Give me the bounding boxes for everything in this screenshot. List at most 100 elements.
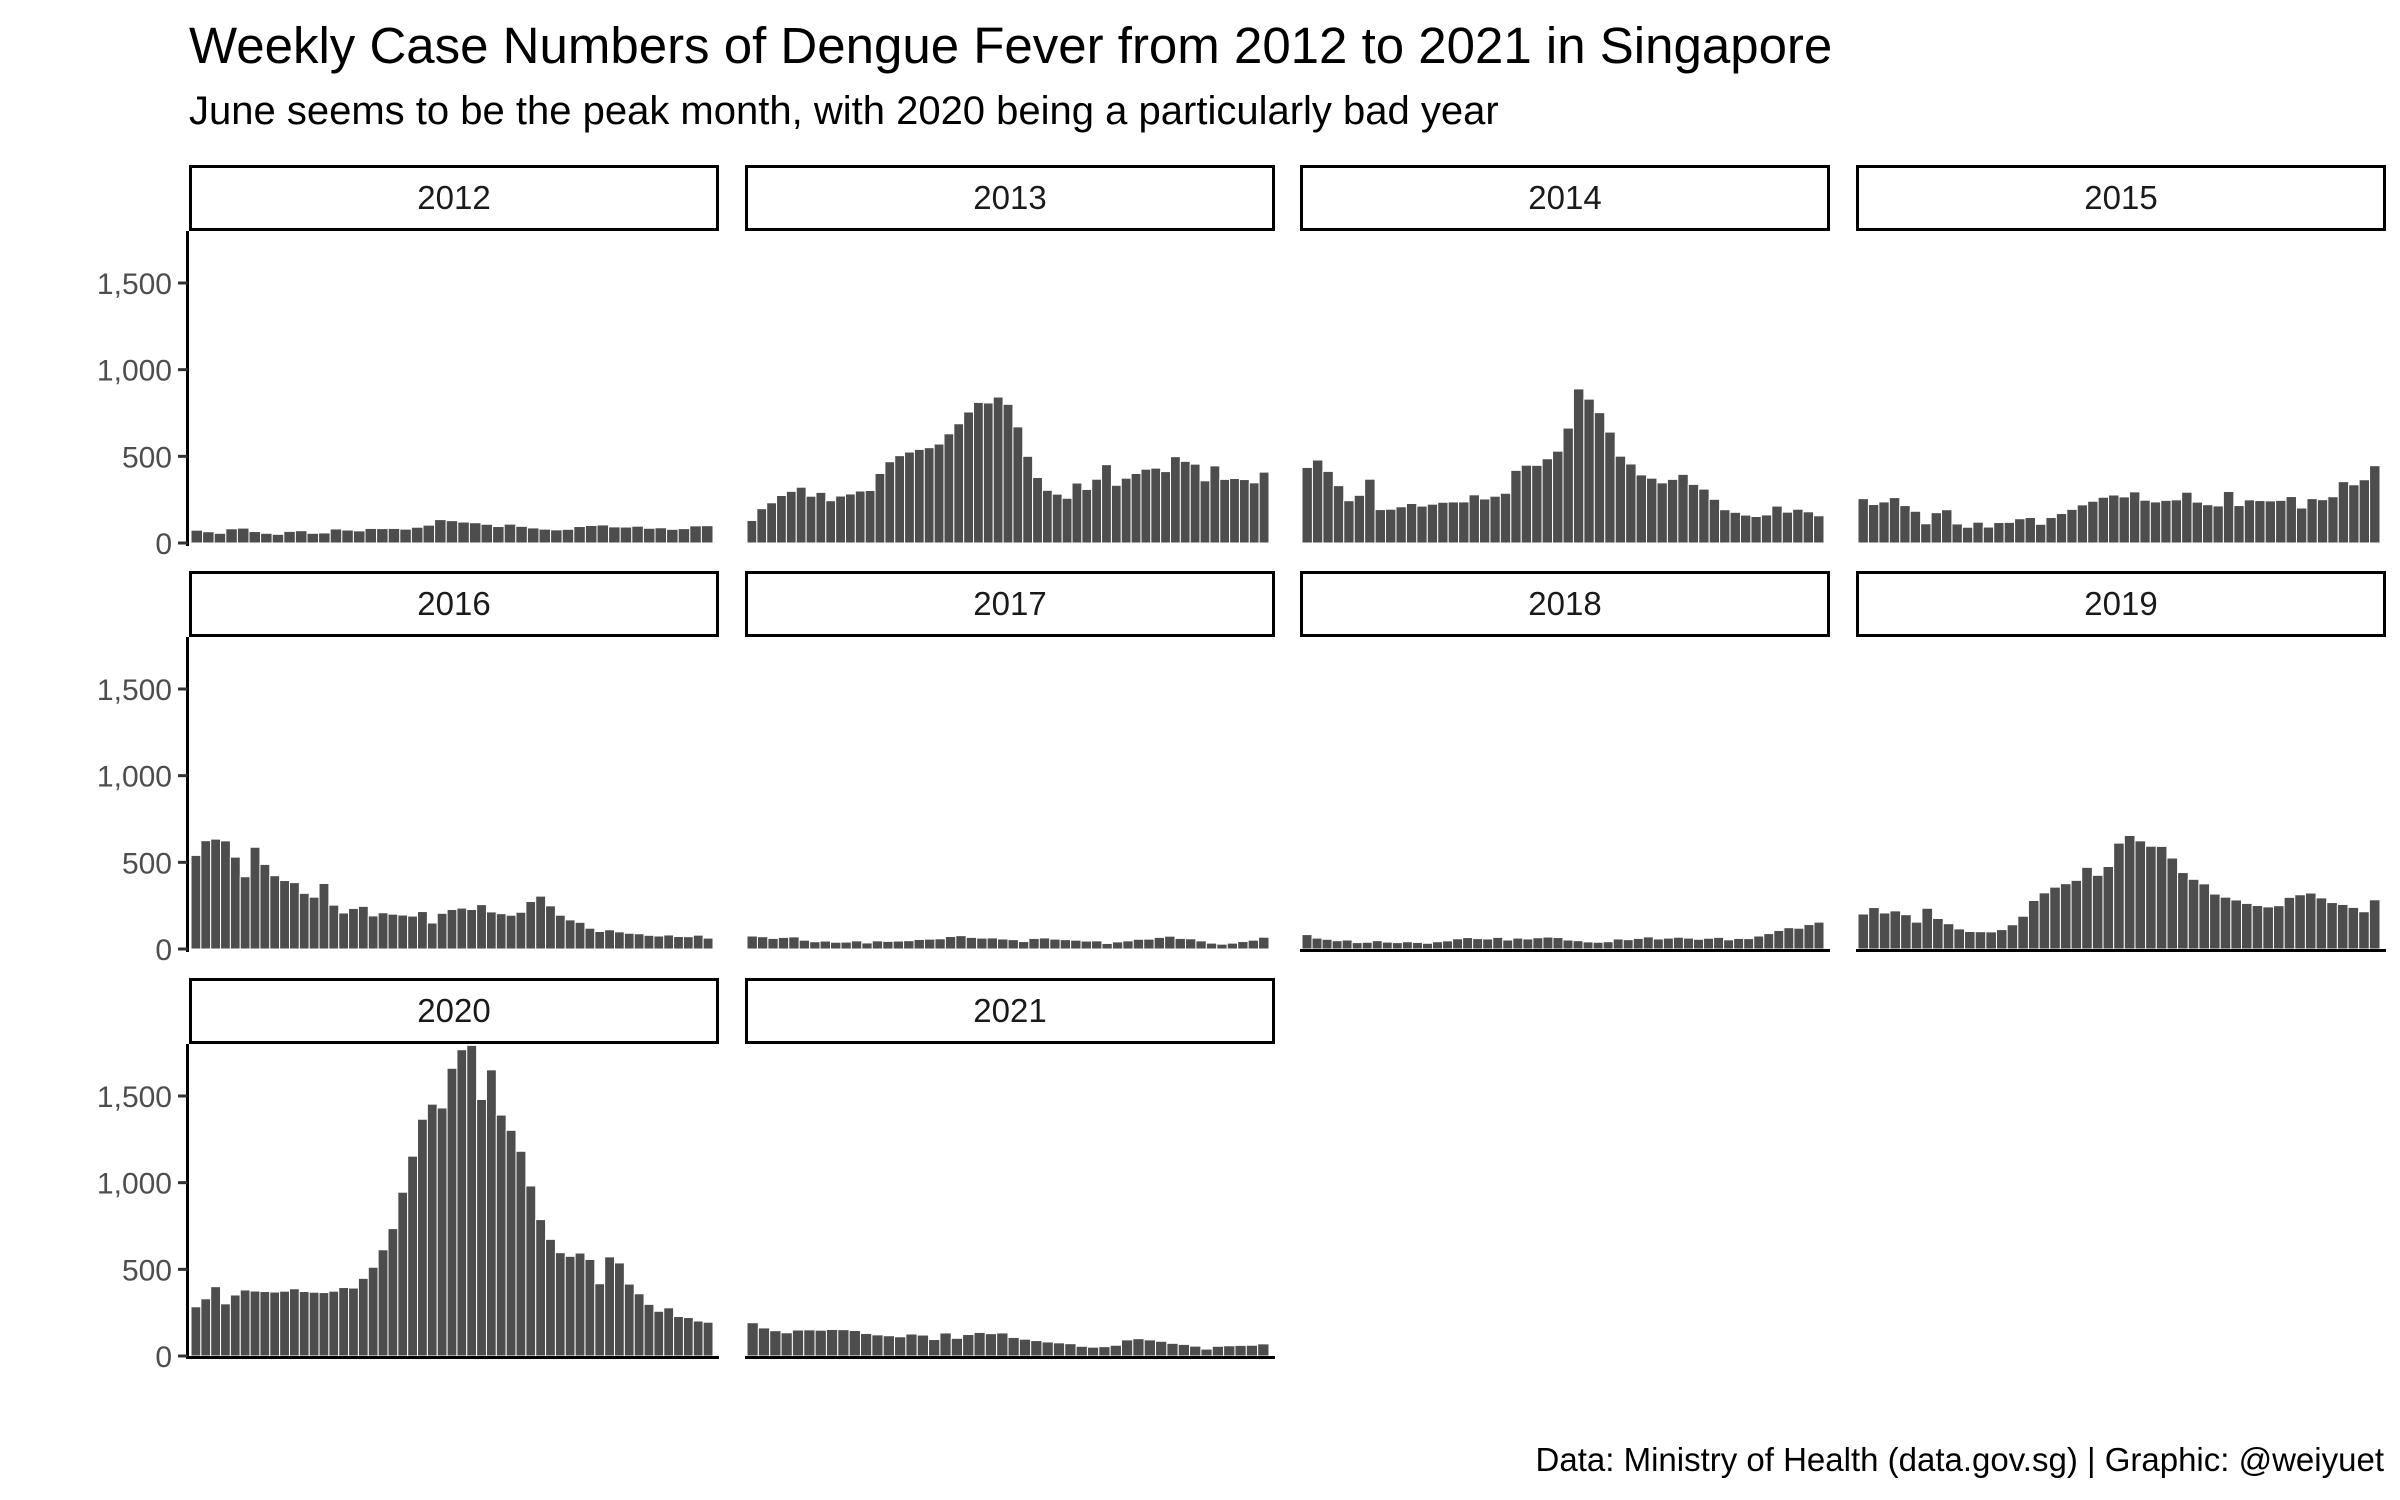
bar <box>756 936 769 950</box>
bar <box>341 529 354 544</box>
bar <box>1132 938 1145 950</box>
bar <box>1371 940 1383 950</box>
bar <box>1803 924 1815 950</box>
bar <box>1672 936 1684 950</box>
bar <box>1022 455 1034 544</box>
bar <box>1143 1339 1157 1357</box>
bar <box>1682 937 1694 950</box>
bar <box>249 846 261 950</box>
bar <box>894 455 906 544</box>
bar <box>1753 935 1765 950</box>
bar <box>318 882 330 950</box>
facet-strip-label: 2020 <box>417 992 490 1029</box>
bar <box>1075 1345 1088 1357</box>
bar <box>1773 929 1785 950</box>
bar <box>2045 517 2057 544</box>
bar <box>2177 872 2189 950</box>
bar <box>840 941 852 950</box>
bar <box>318 1292 330 1357</box>
bar <box>377 912 389 950</box>
bar <box>953 423 965 544</box>
bar <box>1622 939 1634 950</box>
facet-panel-2013: 2013 <box>745 165 1275 544</box>
y-tick-label: 1,000 <box>97 761 172 794</box>
bar <box>1364 478 1376 544</box>
bar <box>545 905 556 950</box>
bar <box>944 936 957 950</box>
bar <box>1143 938 1155 950</box>
bar <box>2326 902 2338 950</box>
bar <box>2369 465 2381 544</box>
bar <box>1703 937 1715 950</box>
bar <box>1120 477 1132 544</box>
bar <box>1120 1339 1134 1357</box>
bar <box>1229 478 1240 544</box>
bar <box>1070 939 1082 950</box>
bar <box>2275 499 2287 544</box>
bar <box>1719 509 1731 544</box>
bar <box>1593 412 1606 544</box>
bar <box>594 1283 606 1357</box>
bar <box>1219 478 1231 544</box>
bar <box>526 527 540 544</box>
bar <box>269 1291 281 1357</box>
bar <box>913 938 925 950</box>
bar <box>436 912 448 950</box>
bar <box>2254 500 2266 544</box>
facet-panel-2019: 2019 <box>1856 571 2386 952</box>
facet-strip-label: 2016 <box>417 585 490 622</box>
bar <box>1792 508 1804 544</box>
bar <box>1257 1343 1270 1357</box>
bar <box>466 1044 478 1357</box>
bar <box>1961 526 1974 544</box>
bar <box>436 1107 448 1357</box>
bar <box>1122 940 1134 950</box>
bar <box>604 929 616 950</box>
bar <box>1421 942 1433 950</box>
bar <box>692 1320 704 1357</box>
bar <box>1857 498 1869 544</box>
bar <box>1502 939 1514 950</box>
bar <box>1301 934 1313 950</box>
bar <box>663 1307 675 1357</box>
bar <box>1041 1341 1054 1357</box>
facet-panel-2014: 2014 <box>1300 165 1830 544</box>
bar <box>1247 939 1260 950</box>
facet-strip-label: 2012 <box>417 179 490 216</box>
bar <box>815 491 827 544</box>
bar <box>746 1322 759 1357</box>
bar <box>348 907 359 950</box>
bar <box>294 530 308 544</box>
bar <box>1426 503 1439 544</box>
bar <box>835 495 846 544</box>
bar <box>1059 939 1072 950</box>
bar <box>2123 834 2136 950</box>
bar <box>1109 1344 1122 1357</box>
bar <box>1520 464 1533 544</box>
bar <box>2034 523 2047 544</box>
bar <box>614 931 625 950</box>
bar <box>2166 857 2179 950</box>
bar <box>1223 1345 1236 1357</box>
chart-subtitle: June seems to be the peak month, with 20… <box>189 89 1499 133</box>
bar <box>1552 450 1564 544</box>
bar <box>1857 913 1870 950</box>
bar <box>2087 500 2099 544</box>
bar <box>399 528 412 544</box>
bar <box>328 1290 340 1357</box>
bar <box>923 938 936 950</box>
bar <box>1101 942 1113 950</box>
bar <box>1437 501 1449 544</box>
bar <box>1582 941 1594 950</box>
bar <box>525 901 537 950</box>
bar <box>973 401 984 544</box>
bar <box>2149 501 2162 544</box>
facet-strip-label: 2021 <box>973 992 1046 1029</box>
bar <box>1666 478 1679 544</box>
bar <box>986 937 999 950</box>
bar <box>1693 938 1705 950</box>
bar <box>239 1289 251 1357</box>
bar <box>260 532 273 544</box>
bar <box>1200 1348 1213 1357</box>
bar <box>1160 471 1172 544</box>
